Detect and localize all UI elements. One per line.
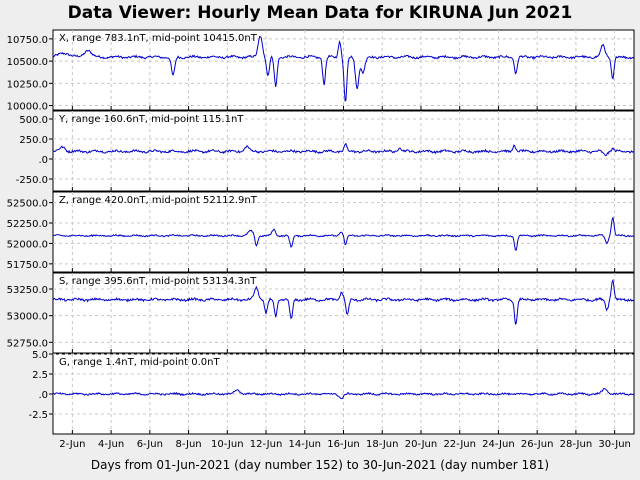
x-tick-label: 2-Jun [59, 439, 85, 450]
y-tick-label: 51750.0 [7, 260, 48, 271]
panel-label-z: Z, range 420.0nT, mid-point 52112.9nT [59, 195, 258, 206]
y-tick-label: -2.5 [28, 410, 48, 421]
y-tick-label: 10250.0 [7, 79, 48, 90]
y-tick-label: 53250.0 [7, 285, 48, 296]
y-tick-label: 2.5 [32, 370, 48, 381]
x-tick-label: 24-Jun [482, 439, 515, 450]
chart-title: Data Viewer: Hourly Mean Data for KIRUNA… [67, 3, 573, 23]
x-tick-label: 16-Jun [327, 439, 360, 450]
y-tick-label: 10500.0 [7, 57, 48, 68]
y-tick-label: 500.0 [19, 115, 48, 126]
x-tick-label: 10-Jun [211, 439, 244, 450]
y-tick-label: 10750.0 [7, 35, 48, 46]
x-tick-label: 22-Jun [443, 439, 476, 450]
x-tick-label: 30-Jun [598, 439, 631, 450]
y-tick-label: 52000.0 [7, 239, 48, 250]
x-tick-label: 26-Jun [521, 439, 554, 450]
series-line-z [53, 216, 635, 251]
y-tick-label: 250.0 [19, 135, 48, 146]
y-tick-label: -250.0 [16, 175, 48, 186]
panel-label-g: G, range 1.4nT, mid-point 0.0nT [59, 357, 220, 368]
x-tick-label: 28-Jun [560, 439, 593, 450]
y-tick-label: .0 [38, 390, 48, 401]
panel-label-x: X, range 783.1nT, mid-point 10415.0nT [59, 33, 258, 44]
y-tick-label: 52250.0 [7, 219, 48, 230]
x-tick-label: 8-Jun [175, 439, 201, 450]
y-tick-label: 10000.0 [7, 102, 48, 113]
series-line-s [52, 278, 635, 326]
y-tick-label: 53000.0 [7, 312, 48, 323]
series-line-g [52, 387, 635, 400]
series-line-x [52, 36, 635, 102]
x-tick-label: 6-Jun [137, 439, 163, 450]
x-tick-label: 18-Jun [366, 439, 399, 450]
panel-label-y: Y, range 160.6nT, mid-point 115.1nT [58, 114, 244, 125]
y-tick-label: .0 [38, 155, 48, 166]
y-tick-label: 5.0 [32, 350, 48, 361]
x-tick-label: 20-Jun [405, 439, 438, 450]
series-line-y [52, 142, 635, 157]
x-tick-label: 14-Jun [289, 439, 322, 450]
y-tick-label: 52500.0 [7, 199, 48, 210]
x-tick-label: 12-Jun [250, 439, 283, 450]
y-tick-label: 52750.0 [7, 338, 48, 349]
x-tick-label: 4-Jun [98, 439, 124, 450]
x-axis-label: Days from 01-Jun-2021 (day number 152) t… [90, 458, 550, 472]
panel-label-s: S, range 395.6nT, mid-point 53134.3nT [59, 276, 257, 287]
